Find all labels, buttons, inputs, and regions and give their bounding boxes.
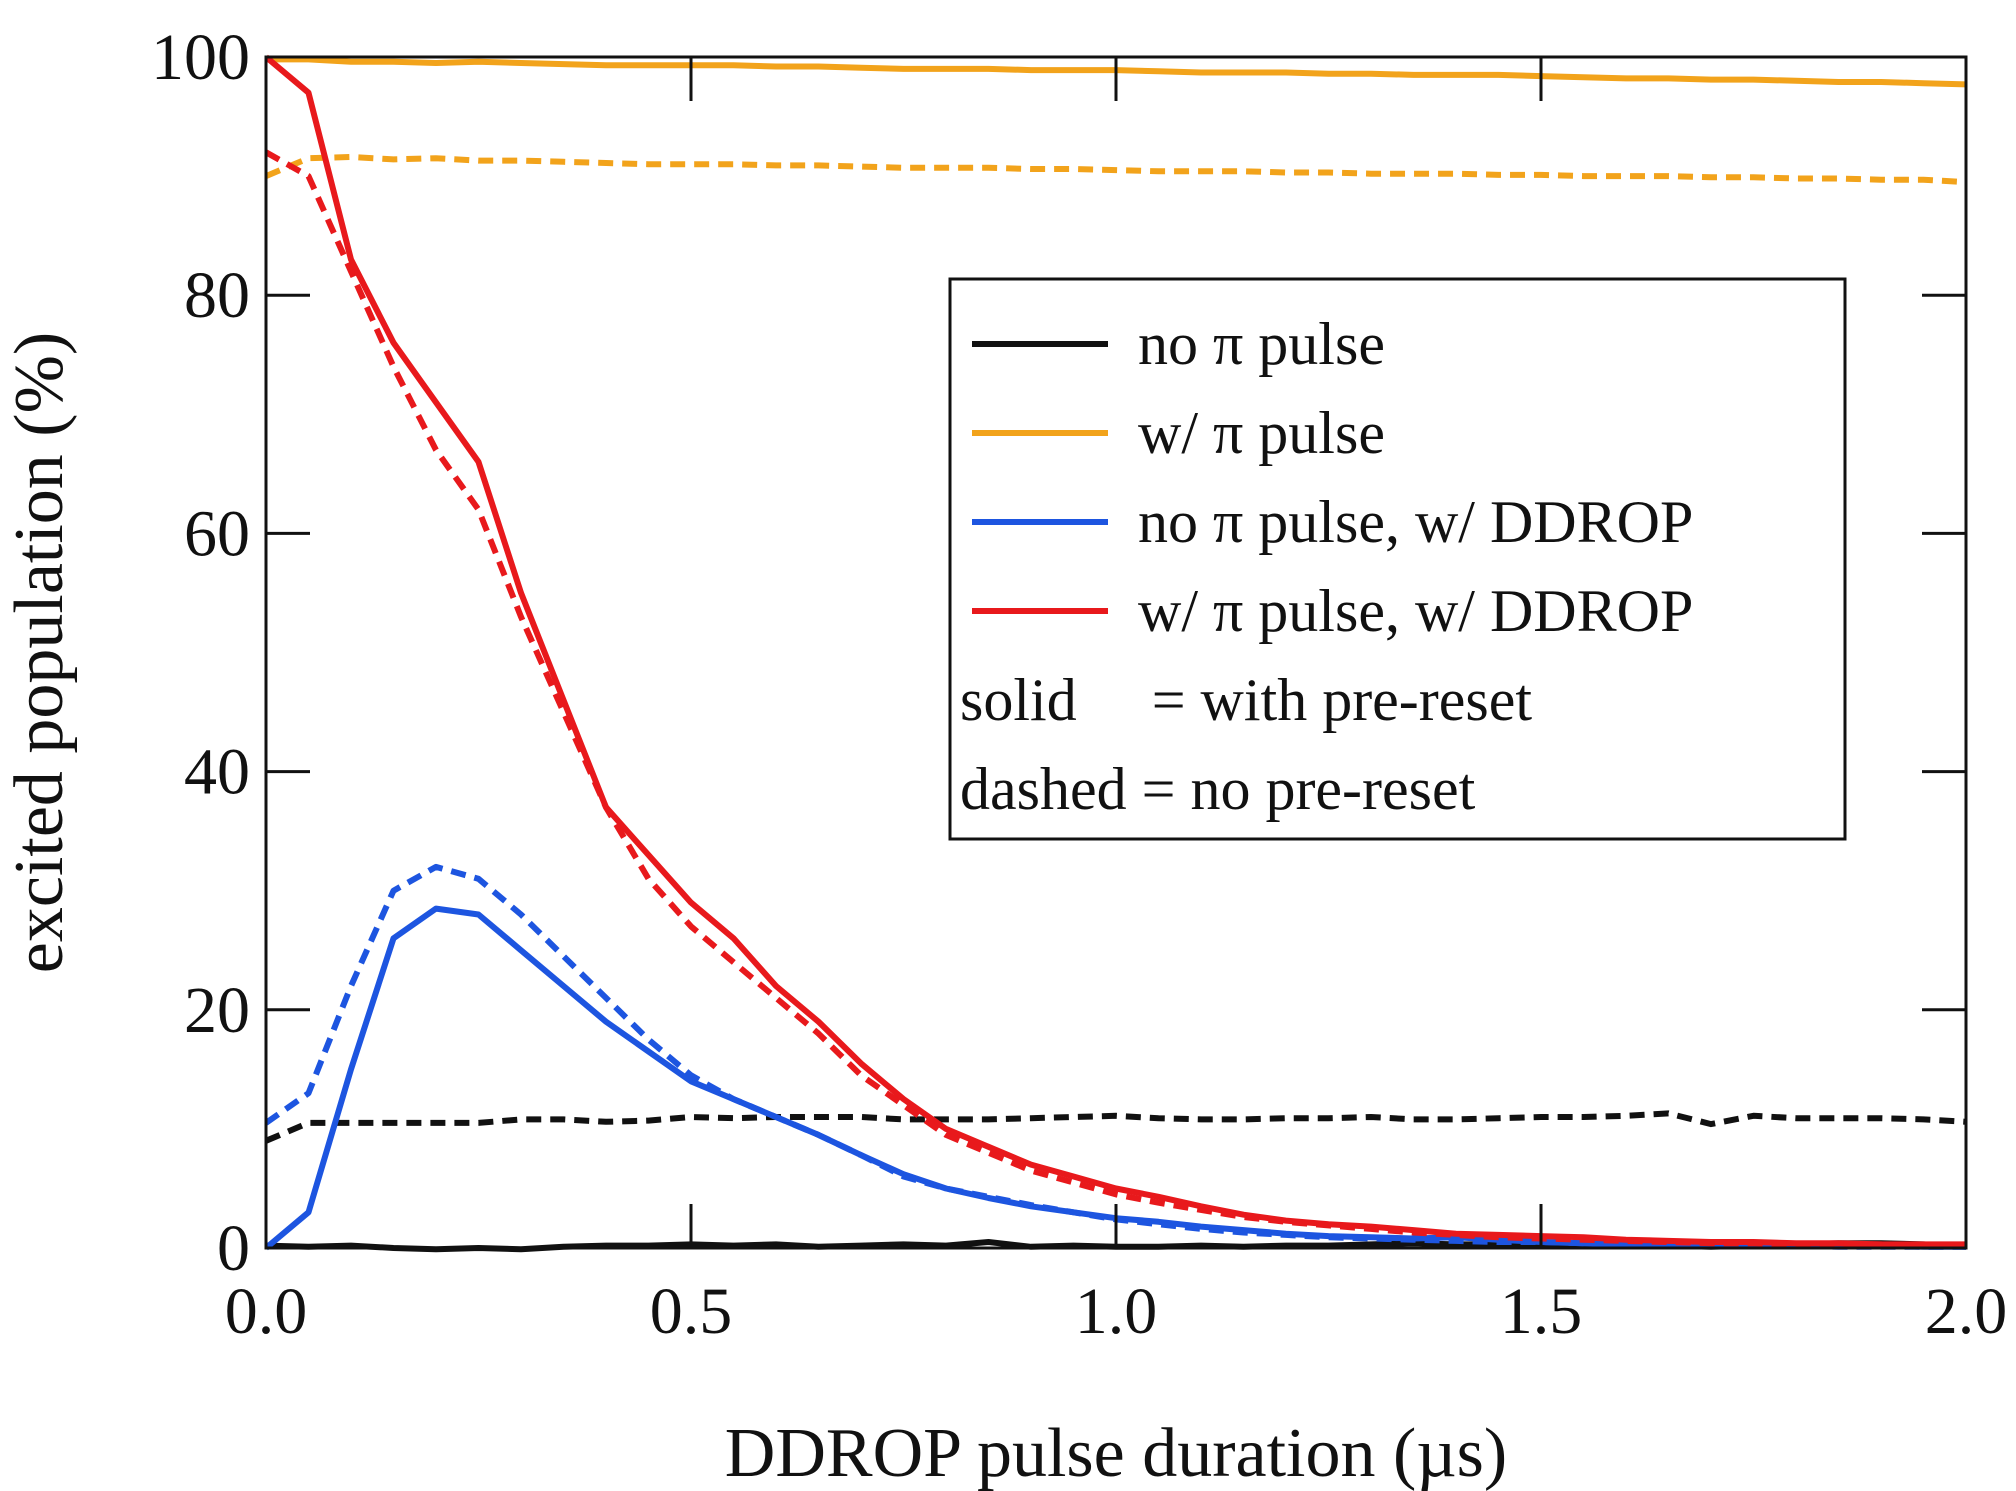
y-tick-label-1: 20: [184, 974, 250, 1047]
y-tick-label-5: 100: [151, 21, 250, 94]
x-tick-label-1: 0.5: [650, 1275, 733, 1348]
y-tick-label-0: 0: [217, 1212, 250, 1285]
legend-label-3: no π pulse, w/ DDROP: [1138, 489, 1693, 555]
y-axis-title: excited population (%): [1, 332, 78, 973]
y-tick-label-2: 40: [184, 736, 250, 809]
legend-label-1: no π pulse: [1138, 311, 1385, 377]
x-tick-label-2: 1.0: [1075, 1275, 1158, 1348]
legend-note-1: solid = with pre-reset: [960, 667, 1532, 733]
x-tick-label-0: 0.0: [225, 1275, 308, 1348]
ticks-layer: 0.0 0.5 1.0 1.5 2.0 0 20 40 60 80 100: [151, 21, 2007, 1348]
legend: no π pulse w/ π pulse no π pulse, w/ DDROP…: [948, 277, 1847, 841]
legend-box: [948, 277, 1847, 841]
legend-entries: no π pulse w/ π pulse no π pulse, w/ DDROP…: [960, 311, 1693, 822]
y-tick-label-3: 60: [184, 497, 250, 570]
series-line-4-dashed: [266, 154, 1966, 186]
series-line-2-dashed: [266, 1110, 1966, 1144]
legend-note-2: dashed = no pre-reset: [960, 756, 1476, 822]
legend-label-2: w/ π pulse: [1138, 400, 1385, 466]
x-axis-title: DDROP pulse duration (µs): [725, 1415, 1507, 1491]
x-tick-label-4: 2.0: [1925, 1275, 2008, 1348]
y-tick-label-4: 80: [184, 259, 250, 332]
x-tick-label-3: 1.5: [1500, 1275, 1583, 1348]
series-line-8-dashed: [266, 149, 1966, 1249]
legend-label-4: w/ π pulse, w/ DDROP: [1138, 578, 1693, 644]
